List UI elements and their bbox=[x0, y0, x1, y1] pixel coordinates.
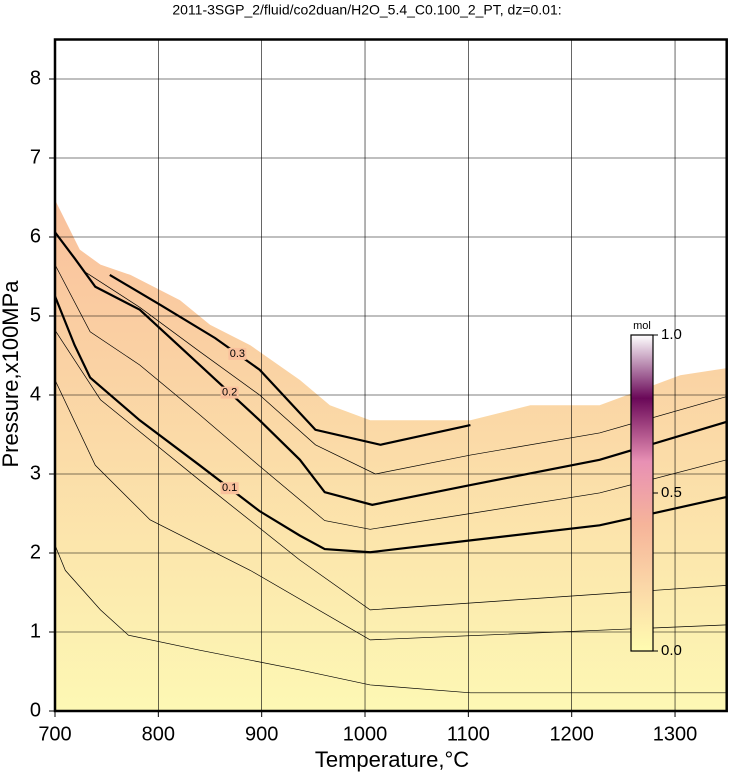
y-tick-label: 6 bbox=[30, 225, 41, 247]
chart-title: 2011-3SGP_2/fluid/co2duan/H2O_5.4_C0.100… bbox=[172, 2, 561, 18]
thin-contour bbox=[54, 379, 727, 641]
colorbar-tick-label: 0.0 bbox=[661, 642, 682, 659]
x-tick-label: 800 bbox=[142, 723, 175, 745]
y-tick-label: 7 bbox=[30, 146, 41, 168]
contour-label-bg bbox=[220, 386, 239, 399]
colorbar bbox=[630, 334, 654, 652]
x-tick-label: 700 bbox=[38, 723, 71, 745]
x-tick-label: 1100 bbox=[447, 723, 490, 745]
y-axis-label: Pressure,x100MPa bbox=[0, 280, 23, 468]
contour-label: 0.3 bbox=[230, 348, 245, 360]
x-tick-label: 900 bbox=[245, 723, 278, 745]
y-tick-label: 2 bbox=[30, 541, 41, 563]
x-tick-label: 1000 bbox=[343, 723, 388, 745]
thin-contour bbox=[54, 264, 727, 530]
y-tick-label: 1 bbox=[30, 620, 41, 642]
thin-contour bbox=[85, 272, 727, 475]
contour-line bbox=[54, 231, 728, 506]
x-axis-label: Temperature,°C bbox=[315, 747, 469, 772]
y-tick-label: 4 bbox=[30, 383, 41, 405]
contour-label-bg bbox=[220, 482, 239, 495]
thin-contour bbox=[54, 330, 727, 611]
thin-contour bbox=[54, 544, 727, 694]
colorbar-tick-label: 0.5 bbox=[661, 484, 682, 501]
x-tick-label: 1300 bbox=[653, 723, 698, 745]
y-tick-label: 8 bbox=[30, 67, 41, 89]
plot-frame bbox=[53, 38, 728, 713]
contour-label: 0.1 bbox=[222, 482, 237, 494]
contour-label-bg bbox=[228, 347, 247, 360]
y-tick-label: 0 bbox=[30, 699, 41, 721]
x-tick-label: 1200 bbox=[549, 723, 594, 745]
contour-line bbox=[109, 273, 471, 446]
colorbar-tick-label: 1.0 bbox=[661, 326, 682, 343]
colorbar-label: mol bbox=[633, 320, 651, 332]
y-tick-label: 5 bbox=[30, 304, 41, 326]
contour-label: 0.2 bbox=[222, 387, 237, 399]
filled-region bbox=[55, 199, 727, 711]
y-tick-label: 3 bbox=[30, 462, 41, 484]
contour-line bbox=[53, 295, 727, 554]
